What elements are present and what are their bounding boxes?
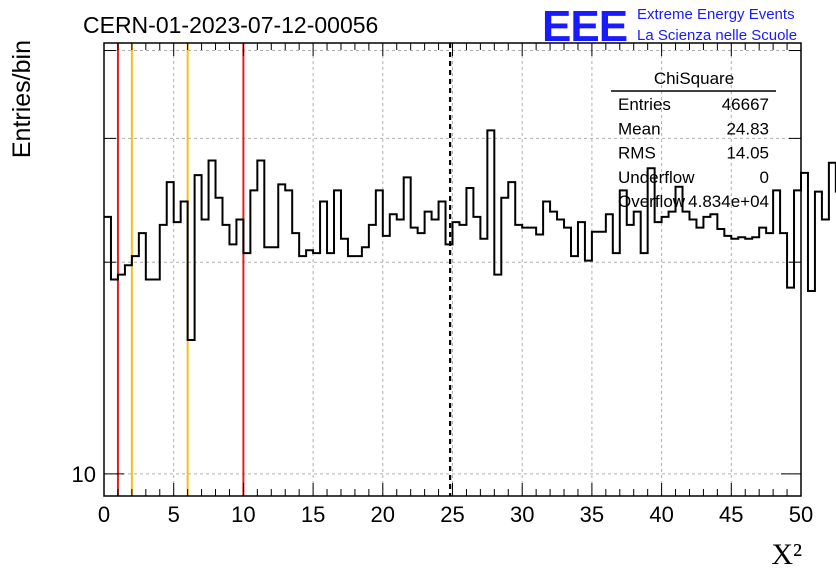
grid <box>104 43 801 496</box>
x-tick-label: 20 <box>371 502 395 527</box>
stats-row-value: 24.83 <box>726 119 769 138</box>
x-tick-label: 5 <box>168 502 180 527</box>
stats-row-label: Underflow <box>618 168 695 187</box>
stats-title: ChiSquare <box>654 69 734 88</box>
x-tick-label: 10 <box>231 502 255 527</box>
axis-ticks <box>103 43 802 496</box>
stats-row-value: 0 <box>760 168 769 187</box>
x-tick-label: 15 <box>301 502 325 527</box>
stats-row-value: 14.05 <box>726 144 769 163</box>
logo-line-1: Extreme Energy Events <box>637 6 795 23</box>
x-tick-label: 50 <box>789 502 813 527</box>
stats-box: ChiSquare Entries 46667 Mean 24.83 RMS 14.05 U… <box>611 69 776 211</box>
stats-row-value: 46667 <box>722 95 769 114</box>
stats-row-value: 4.834e+04 <box>688 192 769 211</box>
stats-row-label: Mean <box>618 119 661 138</box>
eee-logo: EEE <box>542 2 627 51</box>
y-tick-label: 10 <box>72 462 96 487</box>
y-axis-label: Entries/bin <box>8 40 36 158</box>
stats-row-label: Overflow <box>618 192 686 211</box>
y-tick-labels: 10 <box>72 462 96 487</box>
stats-row-label: Entries <box>618 95 671 114</box>
run-title: CERN-01-2023-07-12-00056 <box>83 12 378 38</box>
x-tick-label: 25 <box>440 502 464 527</box>
x-tick-label: 30 <box>510 502 534 527</box>
x-axis-label: X² <box>771 538 802 571</box>
x-tick-label: 35 <box>580 502 604 527</box>
logo-line-2: La Scienza nelle Scuole <box>637 27 797 44</box>
vertical-marker-lines <box>116 43 452 496</box>
x-tick-labels: 0 5 10 15 20 25 30 35 40 45 50 <box>98 502 813 527</box>
x-tick-label: 0 <box>98 502 110 527</box>
x-tick-label: 40 <box>649 502 673 527</box>
x-tick-label: 45 <box>719 502 743 527</box>
histogram-line <box>104 129 836 342</box>
stats-row-label: RMS <box>618 144 656 163</box>
